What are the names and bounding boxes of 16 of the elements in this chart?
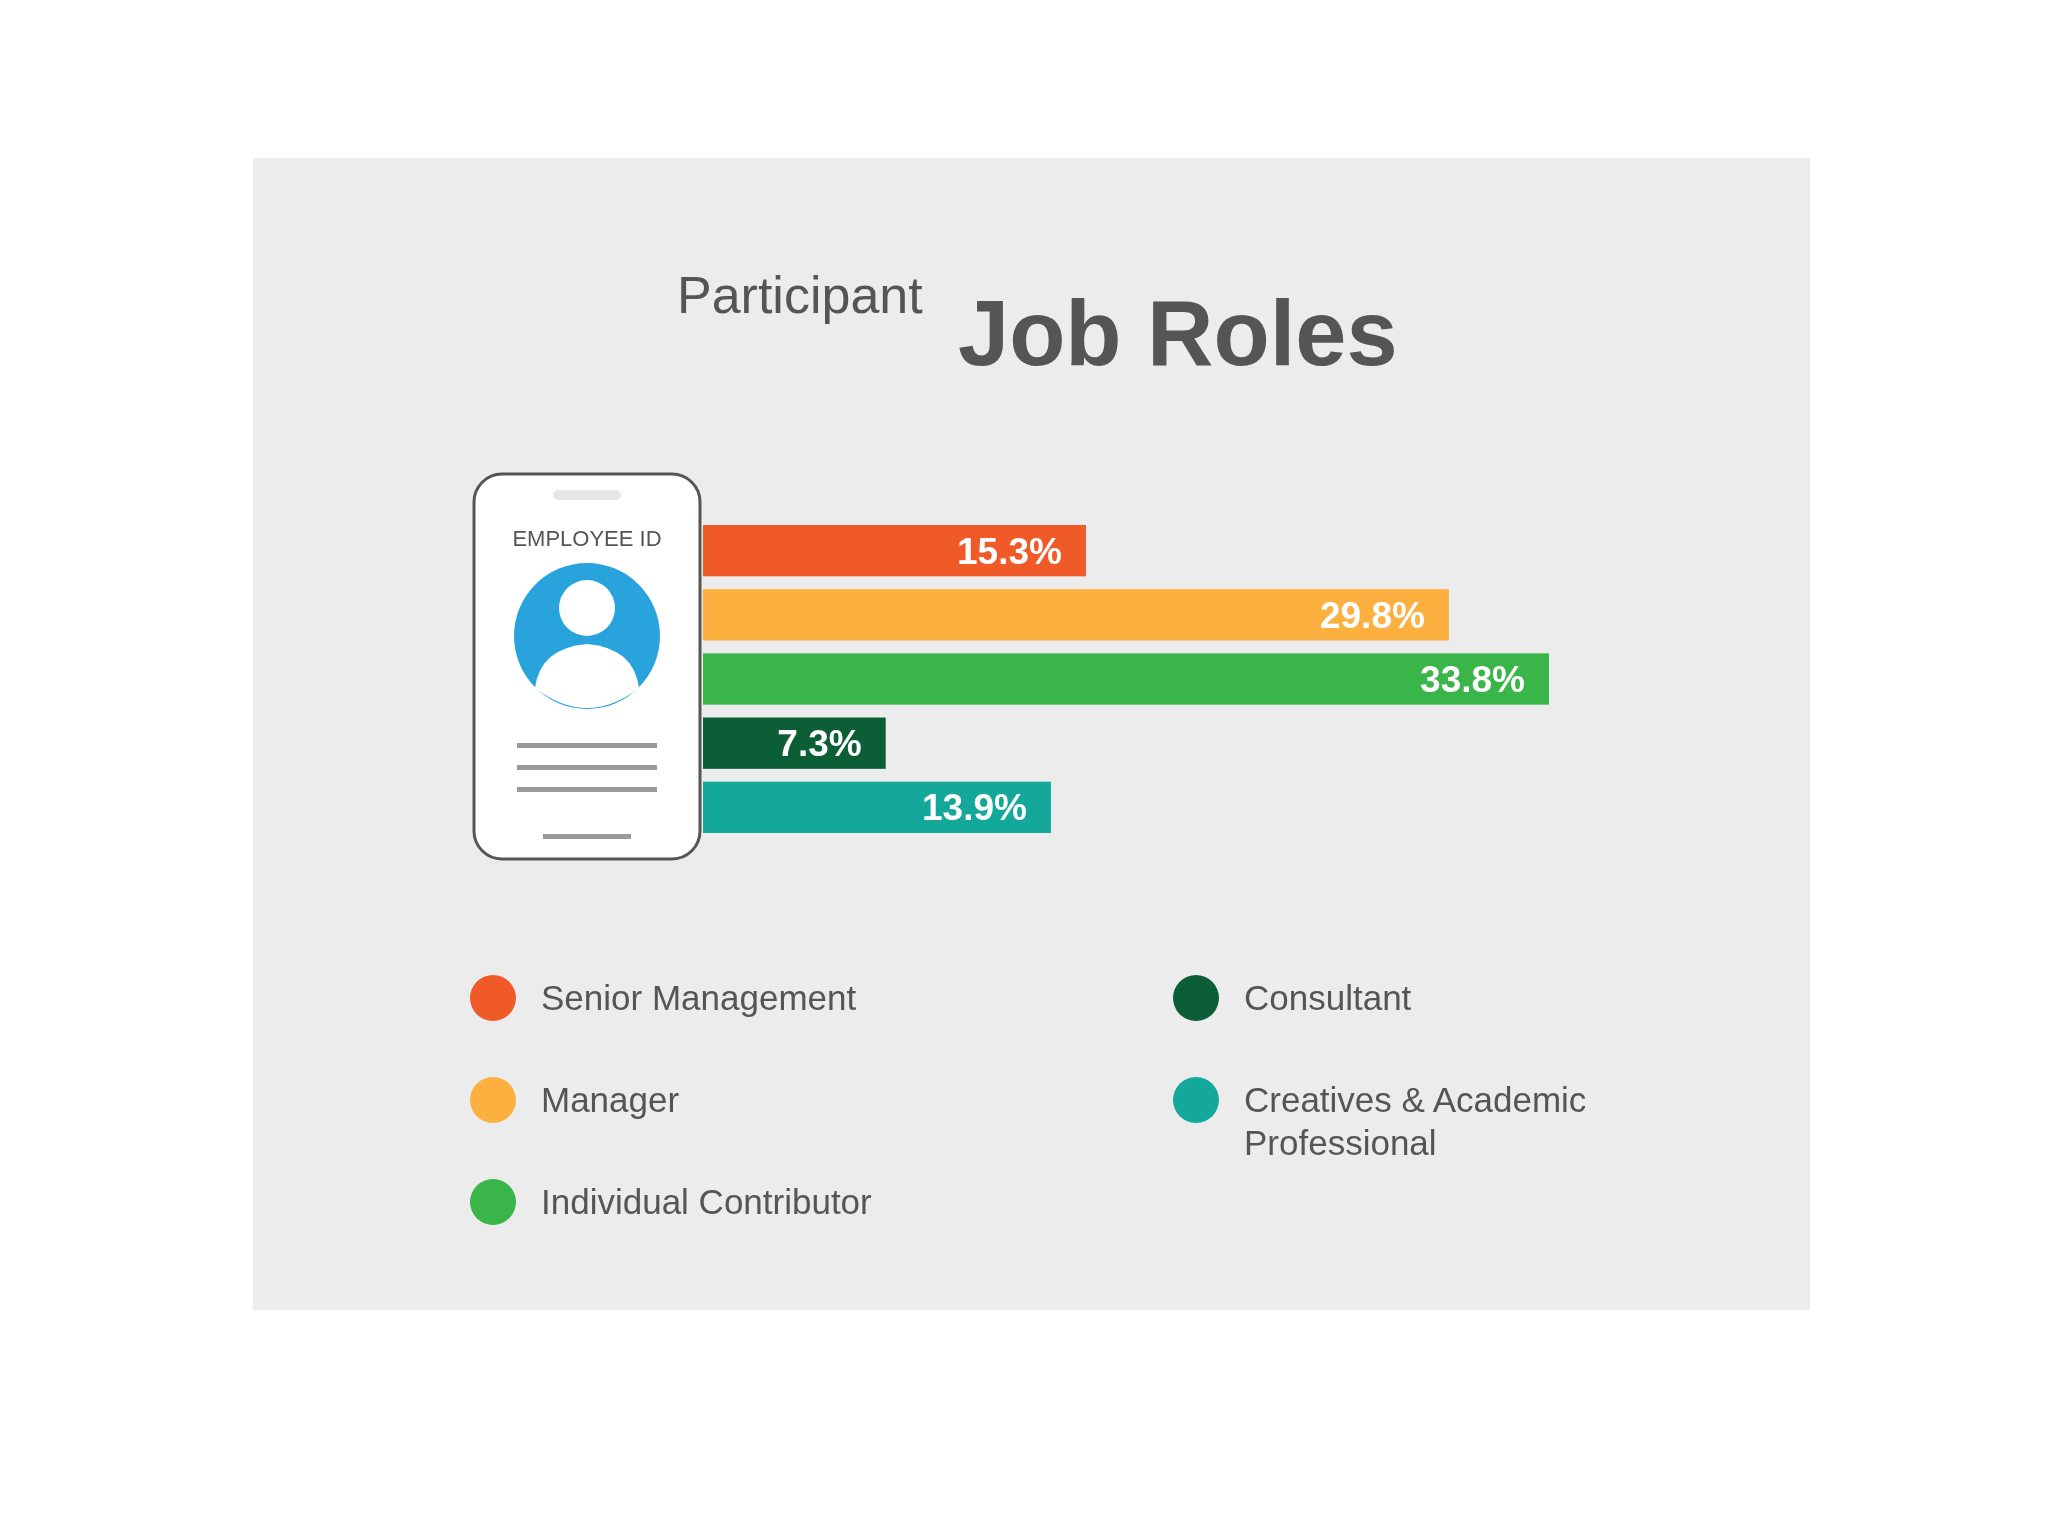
legend-label: Creatives & Academic Professional	[1244, 1080, 1587, 1162]
id-card-icon: EMPLOYEE ID	[472, 472, 702, 861]
legend-label: Consultant	[1244, 978, 1412, 1017]
data-label: 13.9%	[921, 787, 1027, 829]
bar	[703, 525, 1086, 577]
data-label: 15.3%	[957, 530, 1062, 572]
bar	[703, 653, 1549, 705]
bar	[703, 589, 1449, 641]
chart-title: Participant Job Roles	[677, 266, 1398, 384]
legend-label: Individual Contributor	[541, 1182, 873, 1221]
bar	[703, 781, 1051, 833]
legend-label: Manager	[541, 1080, 680, 1119]
data-label: 33.8%	[1420, 659, 1525, 700]
legend-label: Senior Management	[541, 978, 857, 1017]
data-label: 29.8%	[1319, 594, 1425, 636]
data-label: 7.3%	[777, 723, 862, 765]
